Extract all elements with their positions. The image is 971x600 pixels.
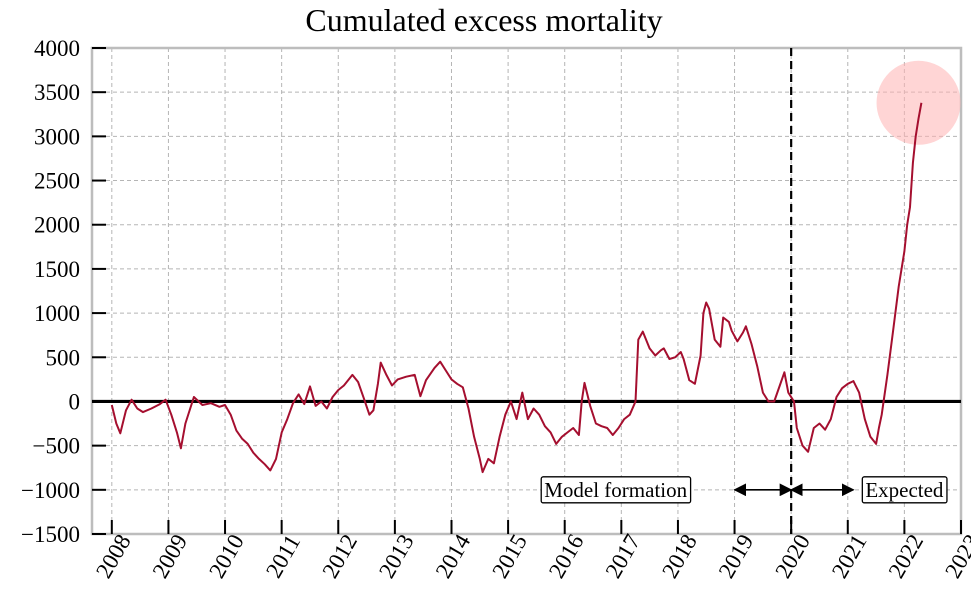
x-tick-label: 2014 [431, 530, 476, 583]
x-tick-label: 2023 [940, 530, 971, 582]
x-tick-label: 2008 [91, 530, 136, 582]
y-tick-label: 2500 [34, 169, 80, 194]
x-tick-label: 2010 [204, 530, 249, 582]
x-tick-label: 2009 [148, 530, 193, 582]
annotation-box [540, 476, 692, 504]
x-tick-label: 2022 [884, 530, 929, 582]
series-layer [110, 60, 961, 474]
x-tick-label: 2020 [770, 530, 815, 582]
reference-lines [92, 48, 961, 534]
y-tick-label: 2000 [34, 213, 80, 238]
excess-mortality-series [110, 102, 923, 474]
y-tick-label: 500 [46, 345, 81, 370]
x-tick-label: 2018 [657, 530, 702, 582]
y-tick-label: 1000 [34, 301, 80, 326]
x-tick-label: 2016 [544, 530, 589, 582]
annotations: Model formation Expected [540, 476, 948, 504]
x-tick-label: 2012 [317, 530, 362, 582]
annotation-label: Expected [865, 478, 944, 502]
y-tick-label: 1500 [34, 257, 80, 282]
annotation-label: Model formation [544, 478, 687, 502]
plot-frame [90, 46, 963, 536]
x-tick-label: 2017 [601, 530, 646, 582]
y-tick-label: −500 [33, 434, 80, 459]
y-tick-label: −1500 [21, 522, 80, 547]
x-tick-label: 2013 [374, 530, 419, 582]
y-tick-label: 0 [69, 389, 81, 414]
annotation-box [861, 476, 948, 504]
y-tick-label: 3500 [34, 80, 80, 105]
y-tick-label: 4000 [34, 36, 80, 61]
grid-lines [92, 48, 961, 534]
x-tick-label: 2011 [261, 530, 305, 582]
y-tick-label: 3000 [34, 124, 80, 149]
x-tick-label: 2019 [714, 530, 759, 582]
x-tick-label: 2021 [827, 530, 872, 582]
y-tick-label: −1000 [21, 478, 80, 503]
highlight-circle [876, 60, 961, 145]
axis-ticks: 4000 3500 3000 2500 2000 1500 1000 500 0 −500 −100… [21, 36, 971, 582]
chart-title: Cumulated excess mortality [305, 2, 662, 38]
x-tick-label: 2015 [487, 530, 532, 582]
